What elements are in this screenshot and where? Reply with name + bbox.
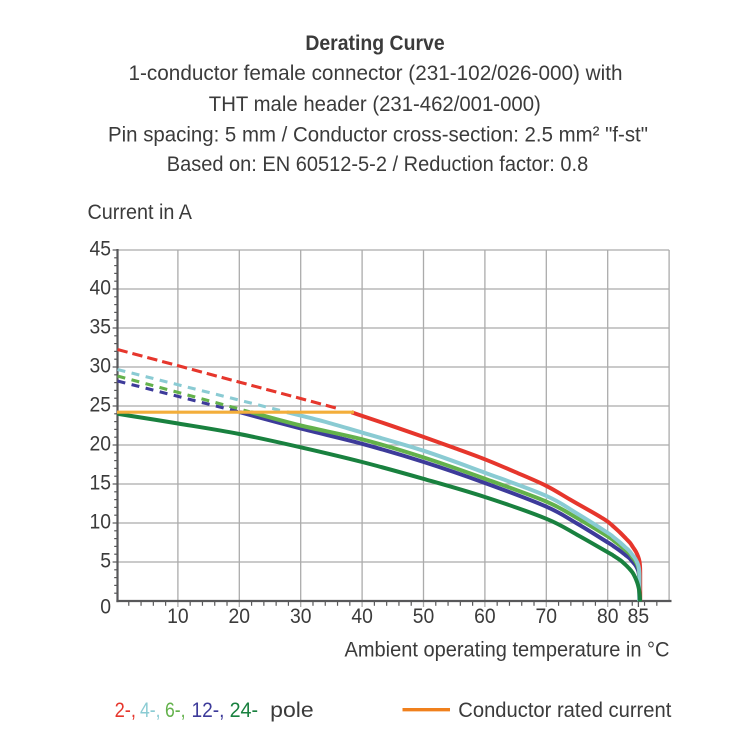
svg-text:2-,: 2-,: [115, 698, 136, 722]
svg-text:30: 30: [90, 354, 112, 377]
svg-text:Derating Curve: Derating Curve: [305, 31, 444, 55]
svg-text:5: 5: [100, 549, 111, 572]
svg-text:25: 25: [90, 393, 112, 416]
svg-text:20: 20: [229, 605, 251, 628]
svg-text:60: 60: [474, 605, 496, 628]
svg-text:1-conductor female connector (: 1-conductor female connector (231-102/02…: [129, 61, 623, 85]
svg-text:Conductor rated current: Conductor rated current: [458, 698, 671, 722]
svg-text:THT male header (231-462/001-0: THT male header (231-462/001-000): [209, 92, 541, 116]
svg-text:pole: pole: [270, 698, 314, 722]
svg-text:4-,: 4-,: [140, 698, 161, 722]
svg-text:15: 15: [90, 471, 112, 494]
svg-text:12-,: 12-,: [192, 698, 225, 722]
svg-text:10: 10: [167, 605, 189, 628]
svg-text:40: 40: [351, 605, 373, 628]
svg-text:35: 35: [90, 315, 112, 338]
svg-text:45: 45: [90, 237, 112, 260]
svg-text:30: 30: [290, 605, 312, 628]
svg-text:85: 85: [628, 605, 650, 628]
svg-text:6-,: 6-,: [165, 698, 186, 722]
svg-text:10: 10: [90, 510, 112, 533]
svg-text:50: 50: [413, 605, 435, 628]
svg-text:0: 0: [100, 595, 111, 618]
svg-text:80: 80: [597, 605, 619, 628]
svg-text:Ambient operating temperature: Ambient operating temperature in °C: [345, 638, 670, 662]
svg-text:24-: 24-: [230, 698, 259, 722]
svg-text:40: 40: [90, 276, 112, 299]
svg-text:70: 70: [536, 605, 558, 628]
svg-text:20: 20: [90, 432, 112, 455]
svg-text:Current in A: Current in A: [88, 200, 193, 224]
svg-text:Pin spacing: 5 mm / Conductor: Pin spacing: 5 mm / Conductor cross-sect…: [108, 122, 648, 146]
svg-text:Based on: EN 60512-5-2 / Reduc: Based on: EN 60512-5-2 / Reduction facto…: [167, 152, 589, 176]
